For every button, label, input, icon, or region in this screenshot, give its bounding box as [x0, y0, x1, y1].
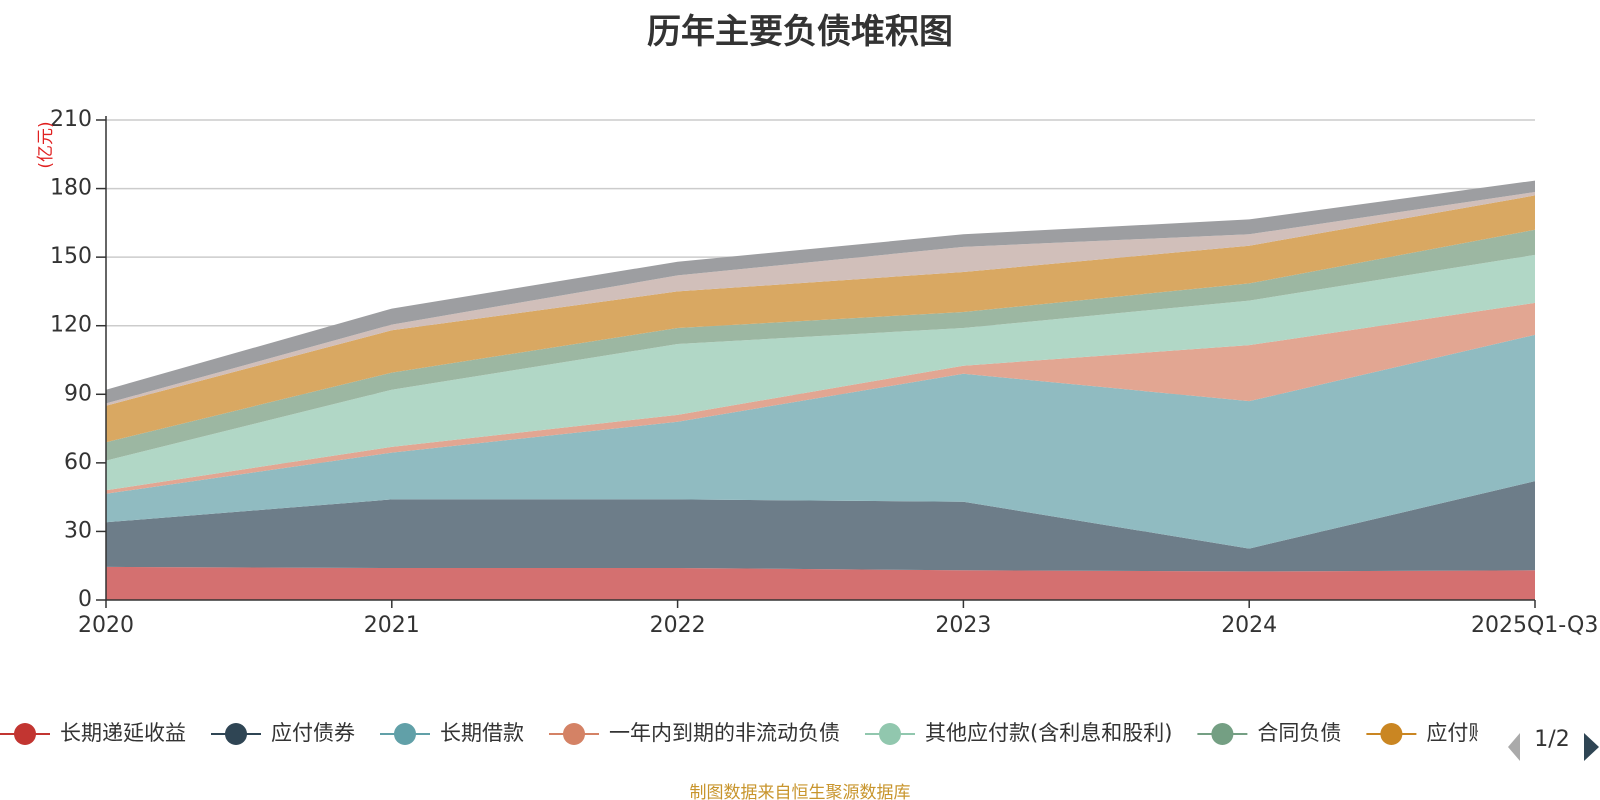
area-series-8[interactable] — [106, 180, 1535, 404]
legend-label-2: 长期借款 — [440, 721, 524, 745]
x-tick-label-2: 2022 — [650, 613, 706, 638]
area-series-6[interactable] — [106, 195, 1535, 443]
x-tick-label-0: 2020 — [78, 613, 134, 638]
legend-next-arrow-icon[interactable] — [1584, 733, 1599, 761]
legend-item-0[interactable]: 长期递延收益 — [0, 721, 186, 745]
area-series — [106, 180, 1535, 600]
legend-label-5: 合同负债 — [1257, 721, 1341, 745]
y-tick-label-210: 210 — [50, 107, 92, 132]
legend-marker-0 — [14, 723, 36, 745]
chart-title: 历年主要负债堆积图 — [647, 12, 953, 52]
y-tick-label-90: 90 — [64, 381, 92, 406]
source-note: 制图数据来自恒生聚源数据库 — [689, 783, 911, 800]
legend-item-5[interactable]: 合同负债 — [1197, 721, 1341, 745]
axes: 0 30 60 90 120 150 180 210 2020 2021 2022 2023 2024 2… — [50, 107, 1598, 638]
y-tick-label-150: 150 — [50, 244, 92, 269]
area-series-1[interactable] — [106, 481, 1535, 572]
area-series-7[interactable] — [106, 192, 1535, 406]
legend-marker-1 — [225, 723, 247, 745]
legend-label-3: 一年内到期的非流动负债 — [609, 721, 840, 745]
y-tick-label-120: 120 — [50, 313, 92, 338]
x-tick-label-4: 2024 — [1221, 613, 1277, 638]
legend-marker-5 — [1211, 723, 1234, 745]
legend-marker-6 — [1380, 723, 1403, 745]
x-tick-label-3: 2023 — [935, 613, 991, 638]
legend-marker-3 — [563, 723, 585, 745]
legend-marker-2 — [394, 723, 416, 745]
legend-pager[interactable]: 1/2 — [1508, 727, 1599, 761]
y-tick-label-180: 180 — [50, 176, 92, 201]
legend-item-2[interactable]: 长期借款 — [380, 721, 524, 745]
legend[interactable]: 长期递延收益 应付债券 长期借款 一年内到期的非流动负债 其他应付款(含利息和股利) 合同… — [0, 721, 1510, 745]
x-tick-label-1: 2021 — [364, 613, 420, 638]
y-tick-label-60: 60 — [64, 450, 92, 475]
y-tick-label-0: 0 — [78, 587, 92, 612]
y-axis-unit-label: (亿元) — [36, 121, 56, 168]
legend-marker-4 — [879, 723, 901, 745]
legend-label-4: 其他应付款(含利息和股利) — [925, 721, 1172, 745]
area-series-0[interactable] — [106, 566, 1535, 600]
legend-item-4[interactable]: 其他应付款(含利息和股利) — [865, 721, 1172, 745]
legend-item-3[interactable]: 一年内到期的非流动负债 — [549, 721, 840, 745]
y-tick-label-30: 30 — [64, 518, 92, 543]
legend-item-6[interactable]: 应付账款 — [1366, 721, 1510, 745]
legend-label-1: 应付债券 — [271, 721, 355, 745]
legend-label-0: 长期递延收益 — [60, 721, 186, 745]
area-series-2[interactable] — [106, 334, 1535, 549]
legend-item-1[interactable]: 应付债券 — [211, 721, 355, 745]
legend-page-indicator: 1/2 — [1534, 727, 1569, 752]
area-series-3[interactable] — [106, 302, 1535, 494]
legend-prev-arrow-icon[interactable] — [1508, 733, 1520, 761]
area-series-4[interactable] — [106, 254, 1535, 491]
x-tick-label-5: 2025Q1-Q3 — [1471, 613, 1598, 638]
legend-label-6: 应付账款 — [1426, 721, 1510, 745]
